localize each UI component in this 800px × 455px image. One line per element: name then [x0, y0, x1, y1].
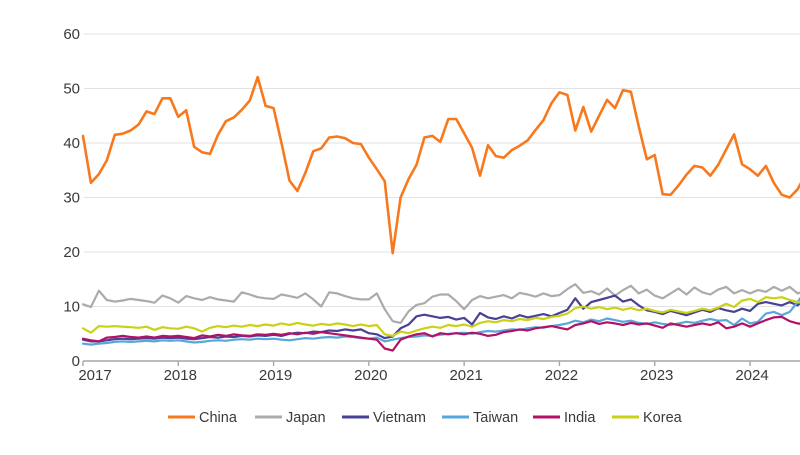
legend-item-japan: Japan	[255, 410, 326, 426]
y-axis-label: 0	[72, 353, 80, 370]
series-line-india	[81, 315, 800, 352]
legend-label: China	[199, 410, 238, 426]
y-axis-label: 40	[63, 135, 80, 152]
x-axis-label: 2018	[164, 367, 197, 384]
x-axis-label: 2022	[545, 367, 578, 384]
series-line-china	[81, 75, 800, 255]
legend-item-vietnam: Vietnam	[342, 410, 426, 426]
legend-label: Taiwan	[473, 410, 518, 426]
legend-item-korea: Korea	[612, 410, 683, 426]
legend: China Japan Vietnam Taiwan India Korea	[168, 410, 683, 426]
series-line-korea	[81, 296, 800, 337]
series-lines	[81, 75, 800, 352]
y-axis-label: 20	[63, 244, 80, 261]
legend-label: Vietnam	[373, 410, 426, 426]
x-axis-labels: 2017 2018 2019 2020 2021 2022 2023 2024	[78, 367, 768, 384]
x-axis-label: 2021	[449, 367, 482, 384]
x-axis-label: 2023	[640, 367, 673, 384]
x-axis-label: 2019	[259, 367, 292, 384]
gridlines	[84, 33, 800, 307]
legend-item-india: India	[533, 410, 596, 426]
legend-label: Japan	[286, 410, 326, 426]
legend-item-china: China	[168, 410, 238, 426]
y-axis-label: 50	[63, 81, 80, 98]
chart-canvas: 0 10 20 30 40 50 60 2017 2018 2019 2020 2021 2022 202…	[63, 26, 800, 426]
series-line-vietnam	[81, 294, 800, 343]
series-line-japan	[81, 283, 800, 324]
legend-label: Korea	[643, 410, 683, 426]
x-axis-label: 2020	[354, 367, 387, 384]
y-axis-label: 10	[63, 299, 80, 316]
x-axis-label: 2017	[78, 367, 111, 384]
pmi-line-chart: 0 10 20 30 40 50 60 2017 2018 2019 2020 2021 2022 202…	[40, 16, 800, 439]
y-axis-label: 30	[63, 190, 80, 207]
y-axis-label: 60	[63, 26, 80, 43]
legend-item-taiwan: Taiwan	[442, 410, 518, 426]
x-axis	[82, 360, 800, 366]
legend-label: India	[564, 410, 596, 426]
y-axis-labels: 0 10 20 30 40 50 60	[63, 26, 80, 370]
x-axis-label: 2024	[735, 367, 768, 384]
